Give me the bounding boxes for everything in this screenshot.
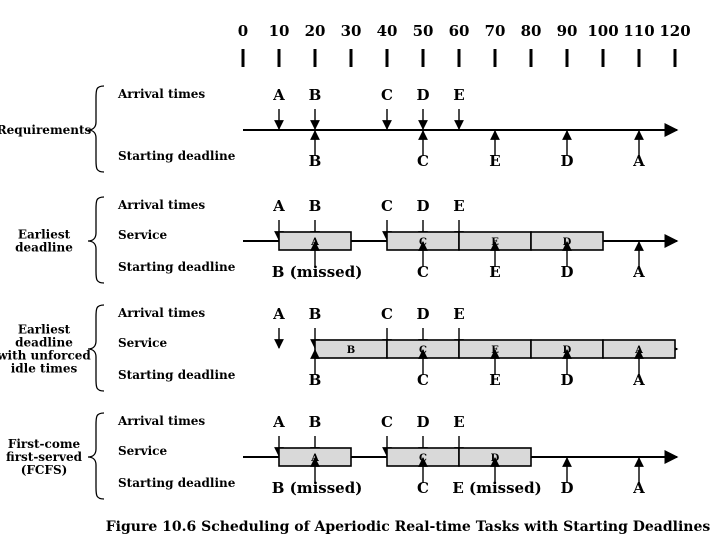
section-label: Earliest: [18, 323, 71, 337]
tick-label: 50: [413, 22, 434, 40]
section-brace: [87, 304, 105, 392]
tick-label: 10: [269, 22, 290, 40]
section-label: first-served: [6, 450, 83, 464]
arrival-label: B: [309, 86, 322, 104]
deadline-label: B (missed): [272, 479, 363, 497]
deadline-label: D: [560, 263, 573, 281]
arrival-label: C: [381, 197, 393, 215]
tick-label: 120: [659, 22, 690, 40]
arrival-label: E: [453, 197, 464, 215]
section-label: deadline: [15, 336, 73, 350]
deadline-label: D: [560, 371, 573, 389]
tick-label: 70: [485, 22, 506, 40]
section-label: Earliest: [18, 228, 71, 242]
arrival-label: D: [416, 413, 429, 431]
arrival-label: B: [309, 413, 322, 431]
service-label: B: [347, 345, 355, 356]
arrival-label: E: [453, 305, 464, 323]
row-label-arrival: Arrival times: [117, 414, 205, 428]
deadline-label: D: [560, 152, 573, 170]
section-label: Requirements: [0, 123, 92, 137]
tick-label: 90: [557, 22, 578, 40]
row-label-arrival: Arrival times: [117, 87, 205, 101]
tick-label: 80: [521, 22, 542, 40]
deadline-label: A: [632, 152, 645, 170]
deadline-label: A: [632, 479, 645, 497]
tick-label: 30: [341, 22, 362, 40]
deadline-label: E: [489, 152, 500, 170]
row-label-service: Service: [118, 336, 167, 350]
row-label-service: Service: [118, 444, 167, 458]
arrival-label: C: [381, 413, 393, 431]
row-label-deadline: Starting deadline: [118, 368, 236, 382]
arrival-label: B: [309, 305, 322, 323]
row-label-service: Service: [118, 228, 167, 242]
deadline-label: D: [560, 479, 573, 497]
section-brace: [87, 196, 105, 284]
deadline-label: A: [632, 263, 645, 281]
row-label-deadline: Starting deadline: [118, 260, 236, 274]
section-label: with unforced: [0, 349, 91, 363]
deadline-label: B: [309, 371, 322, 389]
arrival-label: A: [272, 86, 285, 104]
tick-label: 40: [377, 22, 398, 40]
section-brace: [87, 412, 105, 500]
arrival-label: D: [416, 305, 429, 323]
deadline-label: B: [309, 152, 322, 170]
schedule-sections: Requirements Arrival times Starting deadli…: [0, 85, 679, 500]
figure-caption: Figure 10.6 Scheduling of Aperiodic Real…: [106, 519, 711, 535]
deadline-label: E (missed): [452, 479, 541, 497]
deadline-label: B (missed): [272, 263, 363, 281]
section-brace: [87, 85, 105, 173]
time-axis: 0 10 20 30 40 50 60 70 80 90 100 110 120: [238, 22, 691, 67]
arrival-label: C: [381, 86, 393, 104]
row-label-arrival: Arrival times: [117, 306, 205, 320]
section-requirements: Requirements Arrival times Starting deadli…: [0, 85, 679, 173]
section-label: (FCFS): [21, 463, 68, 477]
arrival-label: A: [272, 305, 285, 323]
deadline-label: C: [417, 371, 429, 389]
deadline-label: C: [417, 479, 429, 497]
tick-label: 0: [238, 22, 248, 40]
section-label: First-come: [8, 437, 81, 451]
deadline-label: A: [632, 371, 645, 389]
tick-label: 60: [449, 22, 470, 40]
tick-label: 100: [587, 22, 618, 40]
row-label-deadline: Starting deadline: [118, 476, 236, 490]
arrival-label: A: [272, 413, 285, 431]
tick-label: 110: [623, 22, 654, 40]
arrival-label: C: [381, 305, 393, 323]
deadline-label: E: [489, 371, 500, 389]
arrival-label: B: [309, 197, 322, 215]
deadline-label: C: [417, 152, 429, 170]
arrival-label: E: [453, 86, 464, 104]
section-label: deadline: [15, 241, 73, 255]
arrival-label: D: [416, 86, 429, 104]
arrival-label: E: [453, 413, 464, 431]
tick-label: 20: [305, 22, 326, 40]
row-label-arrival: Arrival times: [117, 198, 205, 212]
section-label: idle times: [11, 362, 78, 376]
arrival-label: D: [416, 197, 429, 215]
arrival-label: A: [272, 197, 285, 215]
deadline-label: C: [417, 263, 429, 281]
deadline-label: E: [489, 263, 500, 281]
row-label-deadline: Starting deadline: [118, 149, 236, 163]
